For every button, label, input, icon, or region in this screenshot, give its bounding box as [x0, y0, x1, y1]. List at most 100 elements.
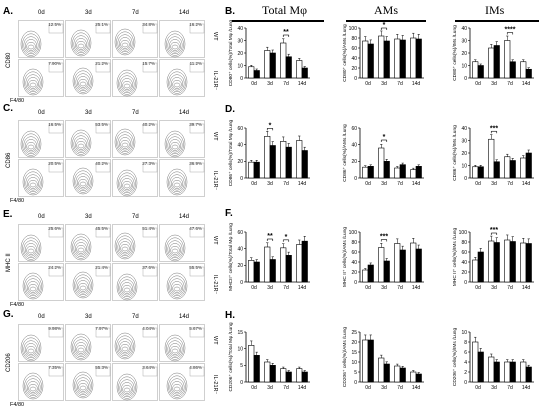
significance-label: *: [383, 22, 386, 29]
contour-line: [166, 133, 184, 156]
contour-line: [24, 39, 38, 53]
y-tick-label: 10: [461, 163, 467, 169]
contour-line: [170, 142, 180, 151]
contour-line: [77, 247, 85, 253]
flow-contour-plot: 20.5%: [18, 159, 64, 197]
header-ams-underline: [346, 20, 426, 22]
y-tick-label: 20: [351, 159, 357, 165]
x-tick-label: 0d: [251, 181, 257, 187]
contour-line: [76, 76, 90, 90]
gate-percentage: 40.2%: [142, 122, 155, 127]
y-tick-label: 80: [461, 240, 467, 246]
contour-line: [166, 237, 184, 260]
bar-wt: [472, 259, 479, 283]
significance-label: ****: [505, 27, 516, 34]
contour-line: [79, 181, 87, 187]
contour-line: [171, 44, 179, 50]
contour-line: [28, 384, 38, 393]
flow-contour-plot: 16.2%: [159, 20, 205, 58]
x-tick-label: 0d: [475, 385, 481, 391]
bar-wt: [472, 166, 479, 179]
contour-line: [118, 376, 136, 399]
contour-line: [79, 385, 87, 391]
contour-line: [122, 385, 132, 394]
contour-line: [26, 381, 40, 395]
contour-line: [79, 81, 87, 87]
gate-box: [48, 227, 64, 238]
bar-il21r-ko: [509, 160, 516, 179]
gate-percentage: 21.2%: [95, 61, 108, 66]
contour-line: [116, 335, 134, 358]
contour-line: [114, 232, 136, 260]
bar-il21r-ko: [525, 243, 532, 283]
y-tick-label: 30: [461, 138, 467, 144]
bar-il21r-ko: [383, 40, 390, 79]
contour-line: [170, 346, 180, 355]
contour-line: [167, 36, 183, 55]
contour-line: [172, 384, 182, 393]
contour-line: [26, 246, 36, 255]
flow-time-label: 7d: [132, 314, 139, 320]
bar-wt: [378, 35, 385, 79]
x-tick-label: 3d: [491, 385, 497, 391]
bar-wt: [504, 361, 511, 383]
gate-box: [48, 123, 64, 134]
contour-line: [166, 68, 188, 96]
contour-line: [24, 71, 42, 94]
x-tick-label: 7d: [397, 81, 403, 87]
gate-percentage: 51.4%: [142, 226, 155, 231]
contour-line: [168, 39, 182, 53]
contour-line: [24, 343, 38, 357]
bar-il21r-ko: [269, 365, 276, 383]
contour-line: [173, 182, 181, 188]
gate-percentage: 45.5%: [95, 226, 108, 231]
contour-line: [120, 140, 130, 149]
gate-percentage: 55.5%: [189, 265, 202, 270]
contour-line: [72, 32, 90, 55]
y-tick-label: 20: [237, 51, 243, 57]
bar-wt: [362, 40, 369, 79]
bar-il21r-ko: [477, 166, 484, 179]
y-tick-label: 10: [351, 360, 357, 366]
bar-il21r-ko: [399, 39, 406, 79]
gate-box: [189, 366, 205, 377]
bar-il21r-ko: [525, 68, 532, 79]
contour-line: [22, 68, 44, 96]
bar-wt: [362, 269, 369, 283]
contour-line: [29, 286, 37, 292]
contour-line: [29, 182, 37, 188]
bar-il21r-ko: [477, 351, 484, 383]
bar-il21r-ko: [253, 355, 260, 383]
contour-line: [167, 240, 183, 259]
bar-wt: [394, 365, 401, 383]
bar-il21r-ko: [301, 240, 308, 283]
x-tick-label: 14d: [298, 385, 307, 391]
contour-line: [170, 246, 180, 255]
contour-line: [166, 372, 188, 400]
contour-line: [70, 333, 92, 361]
contour-line: [168, 375, 186, 398]
contour-line: [123, 83, 131, 89]
gate-box: [95, 327, 111, 338]
gate-percentage: 3.64%: [142, 365, 155, 370]
contour-line: [76, 345, 86, 354]
y-tick-label: 0: [354, 76, 357, 82]
y-tick-label: 60: [237, 126, 243, 132]
y-tick-label: 20: [461, 51, 467, 57]
contour-line: [23, 36, 39, 55]
contour-line: [73, 339, 89, 358]
flow-contour-plot: 15.7%: [112, 59, 158, 97]
contour-line: [121, 42, 129, 48]
y-tick-label: 30: [237, 38, 243, 44]
flow-time-label: 0d: [38, 214, 45, 220]
contour-line: [123, 183, 131, 189]
contour-line: [22, 237, 40, 260]
gate-box: [95, 366, 111, 377]
bar-il21r-ko: [285, 56, 292, 79]
contour-line: [23, 240, 39, 259]
flow-time-label: 3d: [85, 10, 92, 16]
contour-line: [72, 236, 90, 259]
contour-line: [116, 31, 134, 54]
x-tick-label: 3d: [267, 385, 273, 391]
bar-il21r-ko: [269, 145, 276, 179]
